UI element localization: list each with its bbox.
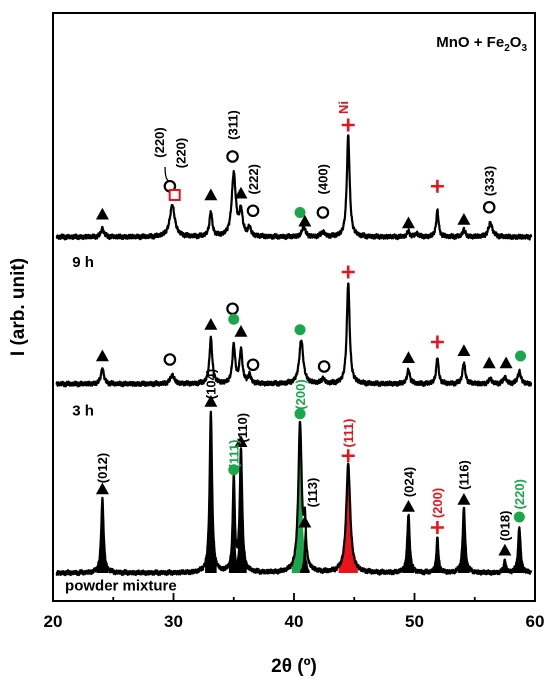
series-line-0 [55,410,533,577]
triangle-marker-9 [457,493,471,505]
green-circle-marker-3 [228,464,240,476]
red-plus-marker-21 [341,265,355,279]
peak-fill-0-8 [432,538,443,573]
open-circle-marker-18 [246,358,260,372]
hkl-label-0: (012) [95,453,110,483]
triangle-marker-1 [204,395,218,407]
triangle-marker-31 [204,188,218,201]
red-square-marker-30 [168,189,181,201]
triangle-marker-12 [95,349,109,362]
x-tick-label-30: 30 [164,612,183,631]
red-plus-marker-23 [430,335,444,349]
triangle-marker-26 [499,356,513,369]
hkl-label-10: (018) [498,511,513,541]
peak-fill-0-4 [291,424,309,573]
leader-line-220 [164,166,170,182]
open-circle-marker-20 [317,360,331,373]
triangle-marker-36 [298,214,312,227]
hkl-label-6: (111) [341,419,356,448]
triangle-marker-28 [95,207,109,220]
triangle-marker-22 [401,351,415,363]
open-circle-marker-15 [226,302,239,316]
triangle-marker-0 [95,482,109,495]
hkl-label-16: (400) [316,164,331,194]
open-circle-marker-34 [246,204,260,218]
hkl-label-7: (024) [401,467,416,497]
triangle-marker-17 [234,325,248,337]
triangle-marker-10 [498,543,512,556]
triangle-marker-5 [298,515,312,528]
series-line-1 [55,282,533,388]
series-label-2: 9 h [72,254,94,271]
x-tick-label-40: 40 [285,612,304,631]
hkl-label-17: (333) [482,166,497,196]
triangle-marker-24 [457,344,471,356]
green-circle-marker-27 [515,350,527,362]
red-plus-marker-6 [341,449,355,463]
marker-layer [95,118,527,556]
hkl-label-4: (200) [293,379,308,409]
triangle-marker-39 [401,216,415,229]
red-plus-marker-38 [341,118,355,132]
green-circle-marker-11 [513,511,525,523]
series-layer [55,134,533,577]
peak-fill-0-7 [402,515,415,573]
open-circle-marker-37 [316,206,330,219]
peak-fill-0-0 [96,499,109,573]
x-tick-label-50: 50 [405,612,424,631]
open-circle-marker-13 [163,353,177,366]
peak-fill-0-5 [300,531,310,573]
series-line-2 [55,134,533,241]
annotation-layer: (012)(104)(110)(111)(200)(113)(111)(024)… [65,101,527,595]
open-circle-marker-42 [482,200,496,214]
triangle-marker-2 [234,435,248,447]
series-label-0: powder mixture [65,578,177,595]
green-circle-marker-16 [228,313,240,325]
triangle-marker-25 [482,356,496,369]
triangle-marker-33 [234,186,248,199]
hkl-label-15: (222) [246,164,261,194]
hkl-label-5: (113) [305,478,320,508]
chart-title: MnO + Fe2O3 [436,34,527,54]
red-plus-marker-40 [430,179,444,193]
hkl-label-13: (220) [174,138,189,168]
green-circle-marker-4 [294,408,306,420]
triangle-marker-14 [204,318,218,330]
x-tick-label-20: 20 [44,612,63,631]
hkl-label-8: (200) [430,488,445,518]
hkl-label-14: (311) [225,110,240,140]
y-axis-label: I (arb. unit) [8,258,29,356]
hkl-label-2: (110) [235,413,250,443]
hkl-label-3: (111) [227,440,242,469]
hkl-label-9: (116) [457,460,472,490]
red-plus-marker-8 [430,521,444,534]
green-circle-marker-19 [294,324,306,336]
peak-fill-0-2 [228,478,239,573]
hkl-label-12: (220) [152,127,167,157]
hkl-label-11: (220) [512,479,527,509]
peak-fill-0-10 [500,560,510,573]
triangle-marker-7 [401,500,415,512]
peak-fill-0-3 [235,450,247,573]
x-axis-label: 2θ (º) [271,656,317,677]
peak-fill-0-6 [338,464,358,573]
open-circle-marker-32 [226,150,239,163]
peak-fill-0-9 [458,508,470,573]
peak-fill-0-11 [513,527,526,573]
x-axis-ticks: 20 30 40 50 60 [44,593,545,631]
series-label-1: 3 h [72,403,94,420]
peak-fill-0-1 [205,412,217,573]
hkl-label-18: Ni [336,101,351,114]
triangle-marker-41 [457,213,471,225]
green-circle-marker-35 [294,207,306,218]
x-tick-label-60: 60 [526,612,545,631]
hkl-label-1: (104) [204,369,219,399]
